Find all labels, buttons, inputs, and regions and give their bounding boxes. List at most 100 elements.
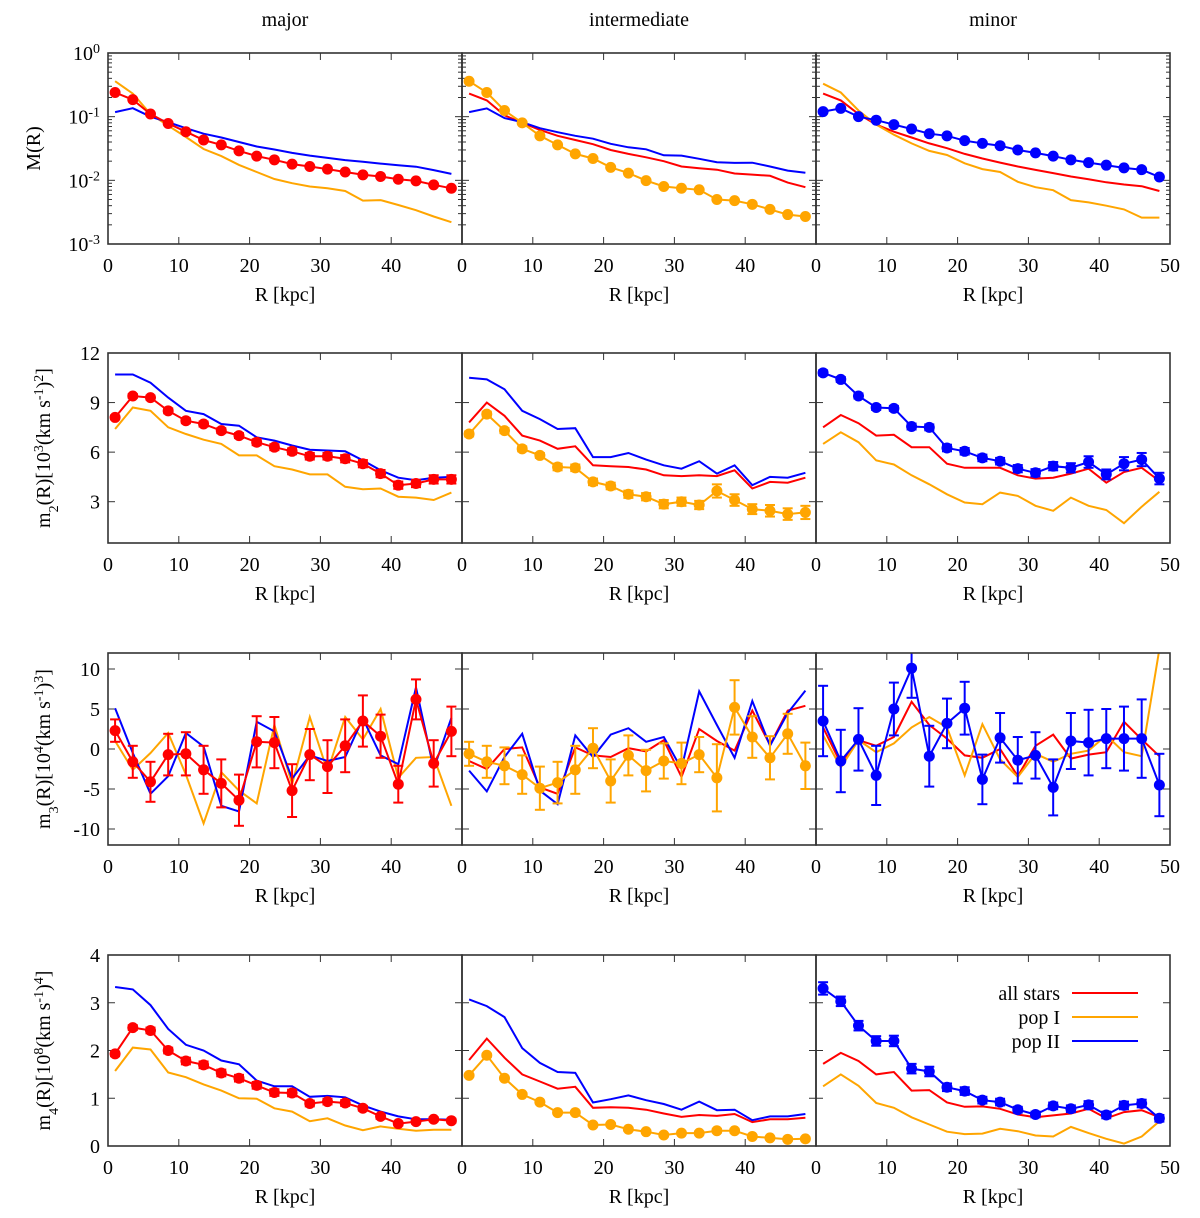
- y-axis-label-M: M(R): [23, 126, 45, 170]
- series-line-pop-II: [469, 376, 806, 487]
- data-point-pop-II: [959, 1085, 971, 1097]
- x-tick-label: 40: [1089, 856, 1109, 878]
- data-point-pop-II: [923, 1066, 935, 1078]
- data-point-pop-I: [481, 86, 493, 98]
- data-point-all-stars: [375, 468, 387, 480]
- data-point-pop-I: [463, 748, 475, 760]
- data-point-pop-II: [888, 402, 900, 414]
- data-point-all-stars: [410, 1116, 422, 1128]
- data-point-pop-II: [941, 717, 953, 729]
- y-tick-exponent: -3: [88, 233, 100, 248]
- x-tick-label: 10: [169, 1157, 189, 1179]
- data-point-pop-II: [1029, 467, 1041, 479]
- series-line-all-stars: [468, 401, 806, 490]
- series-line-all-stars: [822, 92, 1160, 192]
- x-axis-label: R [kpc]: [609, 284, 670, 306]
- x-tick-label: 40: [735, 255, 755, 277]
- y-tick-base: 10: [73, 43, 93, 65]
- panel-frame: [461, 352, 817, 544]
- data-point-all-stars: [357, 169, 369, 181]
- data-point-all-stars: [215, 139, 227, 151]
- data-point-pop-II: [959, 135, 971, 147]
- data-point-pop-I: [552, 461, 564, 473]
- panel-m2-major: 0 10 20 30 40 R [kpc] 3 6 9 12: [80, 343, 463, 605]
- data-point-pop-I: [782, 728, 794, 740]
- panel-frame: [107, 352, 463, 544]
- data-point-all-stars: [233, 145, 245, 157]
- x-axis-label: R [kpc]: [963, 1186, 1024, 1208]
- y-axis-label-part: 4: [47, 1108, 62, 1115]
- data-point-all-stars: [162, 118, 174, 130]
- y-axis-label-part: m: [33, 813, 55, 829]
- x-tick-label: 0: [811, 554, 821, 576]
- data-point-pop-II: [1083, 1099, 1095, 1111]
- y-tick-exponent: -2: [88, 169, 100, 184]
- data-point-all-stars: [321, 1096, 333, 1108]
- series-line-pop-I: [468, 412, 806, 516]
- series-group: [463, 376, 811, 521]
- data-point-all-stars: [304, 749, 316, 761]
- column-title-major: major: [262, 9, 309, 31]
- data-point-pop-I: [746, 1130, 758, 1142]
- data-point-pop-II: [1100, 159, 1112, 171]
- data-point-all-stars: [198, 764, 210, 776]
- data-point-pop-I: [711, 193, 723, 205]
- panel-m4-intermediate: 0 10 20 30 40 R [kpc]: [457, 954, 817, 1208]
- x-tick-label: 40: [381, 554, 401, 576]
- x-tick-label: 0: [811, 856, 821, 878]
- data-point-pop-II: [976, 452, 988, 464]
- data-point-pop-II: [870, 402, 882, 414]
- x-tick-label: 10: [877, 856, 897, 878]
- data-point-pop-II: [1065, 154, 1077, 166]
- data-point-pop-I: [640, 175, 652, 187]
- x-tick-label: 0: [103, 856, 113, 878]
- y-axis-label-part: (R)[10: [33, 452, 55, 505]
- data-point-all-stars: [180, 748, 192, 760]
- x-tick-label: 50: [1160, 856, 1180, 878]
- x-axis-label: R [kpc]: [255, 284, 316, 306]
- data-point-all-stars: [144, 1024, 156, 1036]
- data-point-all-stars: [180, 415, 192, 427]
- data-point-all-stars: [268, 737, 280, 749]
- data-point-pop-II: [994, 1096, 1006, 1108]
- y-tick-label: 10: [80, 659, 100, 681]
- x-tick-label: 0: [811, 1157, 821, 1179]
- y-axis-label-part: ): [33, 683, 55, 690]
- y-axis-label-part: 4: [32, 977, 47, 984]
- series-line-pop-II: [468, 688, 807, 806]
- data-point-pop-I: [782, 508, 794, 520]
- y-tick-exponent: -1: [88, 105, 100, 120]
- data-point-pop-I: [498, 104, 510, 116]
- panel-m3-intermediate: 0 10 20 30 40 R [kpc]: [457, 652, 817, 907]
- panel-frame: [815, 52, 1171, 245]
- data-point-all-stars: [428, 179, 440, 191]
- y-tick-label: 6: [90, 442, 100, 464]
- data-point-pop-II: [1012, 754, 1024, 766]
- x-axis-label: R [kpc]: [255, 885, 316, 907]
- data-point-all-stars: [410, 693, 422, 705]
- data-point-all-stars: [410, 175, 422, 187]
- data-point-pop-I: [746, 198, 758, 210]
- series-group: [817, 367, 1165, 525]
- data-point-pop-II: [888, 1035, 900, 1047]
- data-point-all-stars: [304, 450, 316, 462]
- data-point-pop-I: [729, 195, 741, 207]
- series-group: [463, 679, 811, 813]
- x-tick-label: 30: [664, 856, 684, 878]
- data-point-pop-II: [994, 732, 1006, 744]
- data-point-pop-I: [516, 117, 528, 129]
- series-group: [817, 981, 1165, 1145]
- data-point-pop-I: [729, 494, 741, 506]
- data-point-pop-II: [817, 106, 829, 118]
- y-axis-label-part: (km s: [33, 701, 55, 746]
- data-point-all-stars: [127, 390, 139, 402]
- y-tick-label: 5: [90, 699, 100, 721]
- data-point-all-stars: [268, 441, 280, 453]
- x-tick-label: 0: [457, 255, 467, 277]
- data-point-pop-I: [463, 75, 475, 87]
- data-point-pop-I: [534, 449, 546, 461]
- x-tick-label: 20: [240, 856, 260, 878]
- data-point-pop-I: [534, 130, 546, 142]
- x-tick-label: 30: [1018, 1157, 1038, 1179]
- data-point-all-stars: [445, 1115, 457, 1127]
